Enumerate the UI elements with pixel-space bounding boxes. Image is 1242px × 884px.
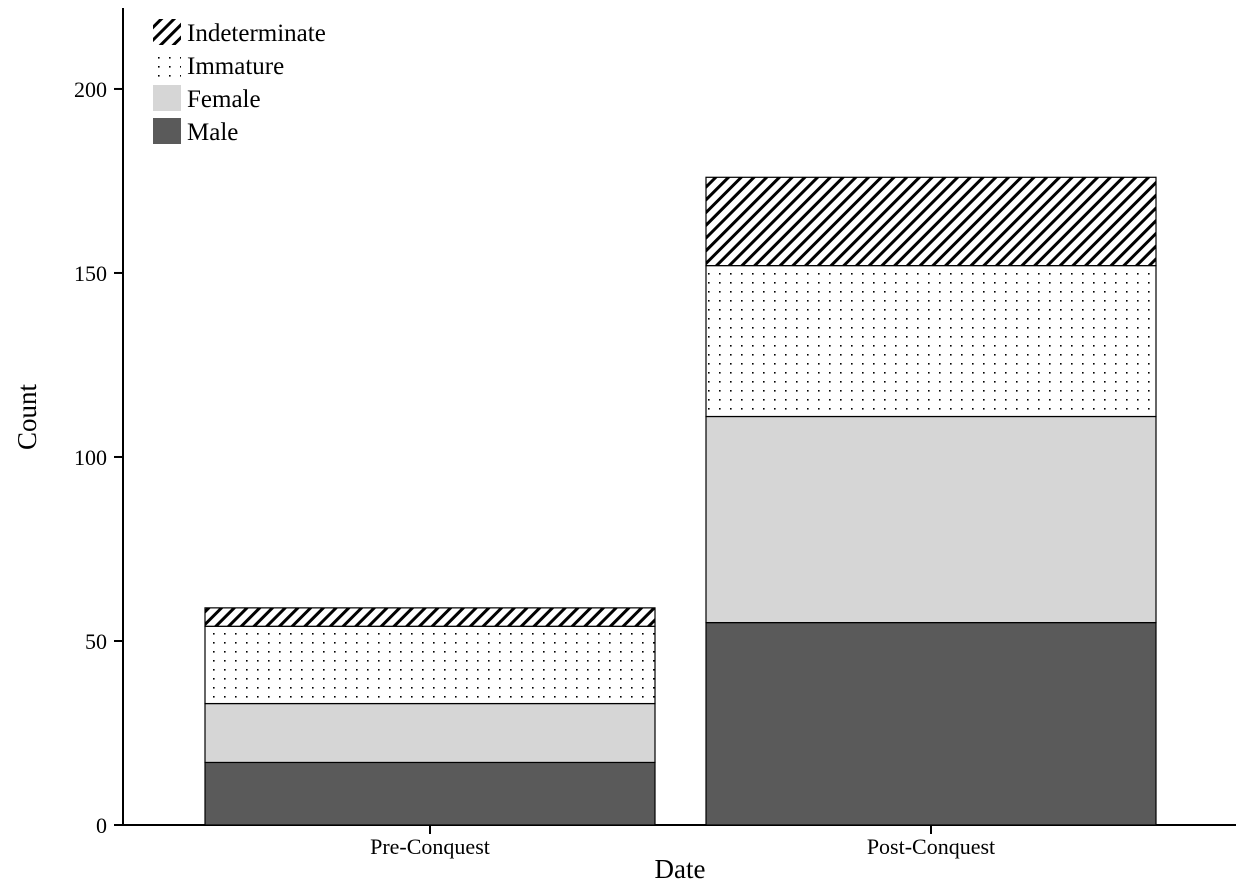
bar-segment-female-0 <box>204 702 656 764</box>
y-tick-label: 200 <box>74 77 107 102</box>
bar-segment-indeterminate-1 <box>705 176 1157 267</box>
legend-swatch-immature <box>153 52 181 78</box>
y-tick-label: 150 <box>74 261 107 286</box>
legend-label-immature: Immature <box>187 53 284 80</box>
legend: Indeterminate Immature Female Male <box>153 19 326 146</box>
x-ticks: Pre-Conquest Post-Conquest <box>370 825 995 859</box>
bar-segment-male-1 <box>705 621 1157 826</box>
x-axis-title: Date <box>655 854 706 884</box>
x-tick-label: Post-Conquest <box>867 834 995 859</box>
bar-segment-immature-1 <box>705 265 1157 418</box>
y-tick-label: 100 <box>74 445 107 470</box>
legend-swatch-male <box>153 118 181 144</box>
y-tick-label: 0 <box>96 813 107 838</box>
y-ticks: 0 50 100 150 200 <box>74 77 123 838</box>
legend-swatch-indeterminate <box>153 19 181 45</box>
y-tick-label: 50 <box>85 629 107 654</box>
bar-segment-female-1 <box>705 415 1157 624</box>
bar-segment-immature-0 <box>204 625 656 705</box>
y-axis-title: Count <box>12 383 42 450</box>
bar-segment-indeterminate-0 <box>204 607 656 627</box>
x-tick-label: Pre-Conquest <box>370 834 490 859</box>
legend-label-male: Male <box>187 119 238 146</box>
legend-swatch-female <box>153 85 181 111</box>
legend-label-female: Female <box>187 86 261 113</box>
legend-label-indeterminate: Indeterminate <box>187 20 326 47</box>
bar-segment-male-0 <box>204 761 656 826</box>
bars <box>204 176 1157 826</box>
